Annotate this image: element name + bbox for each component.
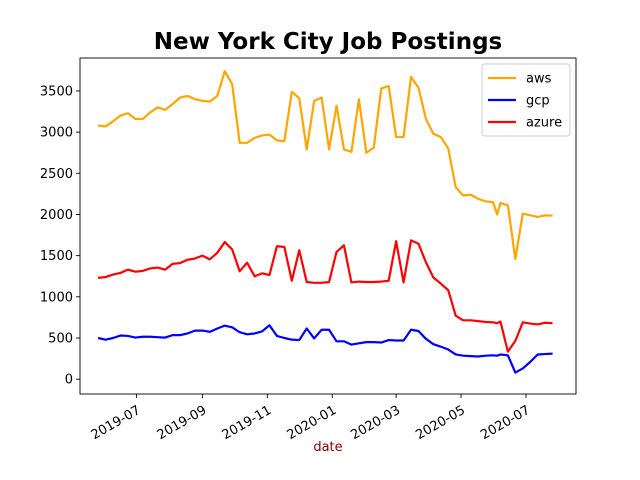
x-axis-label: date [313,440,342,455]
legend-label-gcp: gcp [526,94,550,109]
y-tick-label: 3000 [40,126,73,141]
y-tick-label: 1500 [40,249,73,264]
legend-label-azure: azure [526,116,562,131]
y-tick-label: 3500 [40,84,73,99]
chart-title: New York City Job Postings [154,29,502,55]
series-line-azure [97,239,553,353]
y-tick-label: 2500 [40,167,73,182]
y-tick-label: 0 [65,373,73,388]
legend-label-aws: aws [526,72,552,87]
y-tick-label: 2000 [40,208,73,223]
series-line-gcp [97,324,553,374]
series-line-aws [97,70,553,261]
legend-box [481,63,571,137]
legend: aws gcp azure [481,63,571,137]
axes-frame [79,57,577,395]
y-tick-label: 1000 [40,290,73,305]
y-tick-label: 500 [48,332,73,347]
